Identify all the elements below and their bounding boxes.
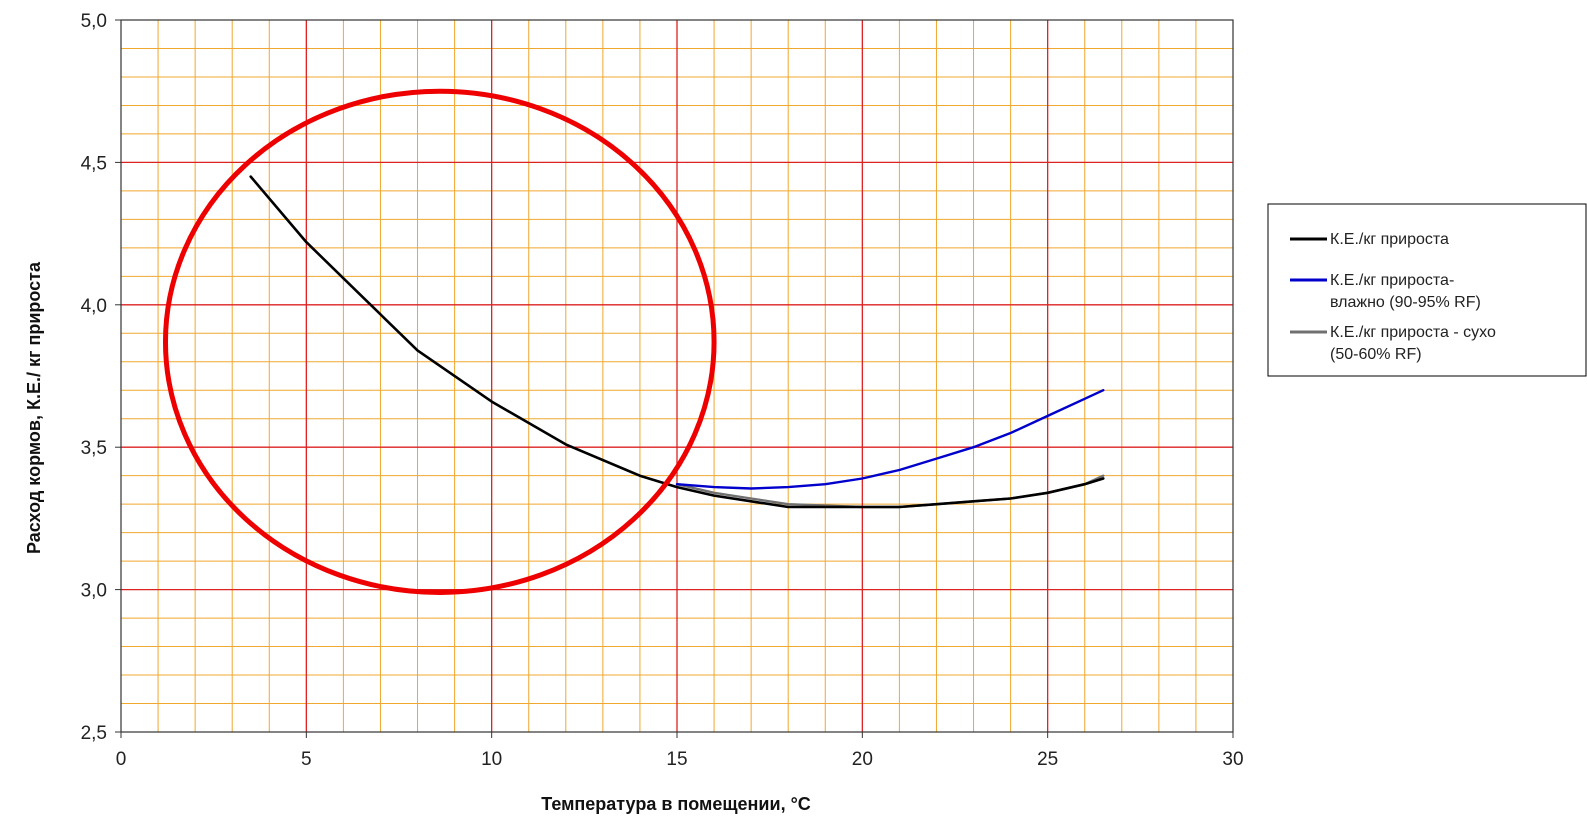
x-tick-label: 0 xyxy=(116,749,127,770)
y-tick-label: 4,5 xyxy=(81,153,107,174)
series-layer xyxy=(249,175,1105,509)
legend: К.Е./кг прироста К.Е./кг прироста-влажно … xyxy=(1267,203,1587,377)
x-axis-title: Температура в помещении, °C xyxy=(541,794,811,814)
y-tick-label: 5,0 xyxy=(81,11,107,32)
legend-label-2: К.Е./кг прироста- xyxy=(1330,272,1454,289)
x-tick-label: 15 xyxy=(666,749,687,770)
x-axis-ticks: 0 5 10 15 20 25 30 xyxy=(116,732,1244,770)
highlight-circle xyxy=(162,88,717,595)
annotation-layer xyxy=(162,88,717,595)
y-tick-label: 3,5 xyxy=(81,438,107,459)
legend-label-3: (50-60% RF) xyxy=(1330,346,1422,363)
legend-box xyxy=(1267,203,1587,377)
series-line-1 xyxy=(249,175,1105,509)
x-tick-label: 25 xyxy=(1037,749,1058,770)
y-axis-ticks: 2,5 3,0 3,5 4,0 4,5 5,0 xyxy=(81,11,121,744)
x-tick-label: 10 xyxy=(481,749,502,770)
legend-label-3: К.Е./кг прироста - сухо xyxy=(1330,324,1496,341)
y-tick-label: 4,0 xyxy=(81,296,107,317)
legend-label-1: К.Е./кг прироста xyxy=(1330,231,1449,248)
y-axis-title: Расход кормов, К.Е./ кг прироста xyxy=(24,261,44,554)
y-tick-label: 2,5 xyxy=(81,723,107,744)
x-tick-label: 20 xyxy=(852,749,873,770)
y-tick-label: 3,0 xyxy=(81,581,107,602)
series-line-2 xyxy=(675,389,1105,490)
legend-label-2: влажно (90-95% RF) xyxy=(1330,294,1481,311)
major-grid xyxy=(121,20,1233,732)
x-tick-label: 5 xyxy=(301,749,312,770)
x-tick-label: 30 xyxy=(1222,749,1243,770)
